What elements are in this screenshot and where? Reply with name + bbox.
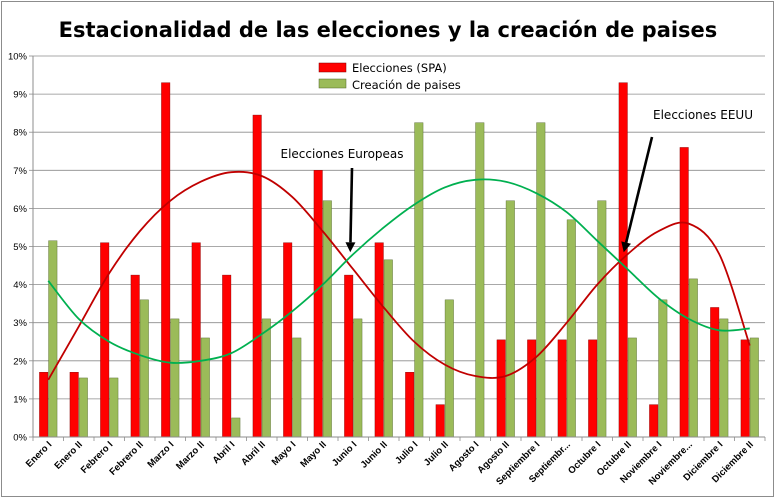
bar-creacion [353, 318, 363, 438]
annotation-arrow [624, 136, 654, 243]
legend: Elecciones (SPA) Creación de paises [318, 61, 461, 92]
bar-creacion [475, 122, 485, 438]
bar-elecciones [588, 339, 598, 438]
annotations: Elecciones Europeas Elecciones EEUU [280, 108, 753, 253]
bar-creacion [261, 318, 271, 438]
trendline-creacion [47, 178, 750, 364]
bar-creacion [536, 122, 546, 438]
bar-elecciones [527, 339, 537, 438]
bar-elecciones [496, 339, 506, 438]
legend-label-elecciones: Elecciones (SPA) [352, 61, 447, 75]
bar-elecciones [130, 274, 140, 438]
legend-swatch-creacion [318, 78, 347, 89]
bar-creacion [292, 337, 302, 438]
bar-creacion [414, 122, 424, 438]
bars [39, 82, 759, 438]
bar-creacion [78, 377, 88, 438]
bar-creacion [109, 377, 119, 438]
bar-elecciones [313, 170, 323, 438]
bar-elecciones [740, 339, 750, 438]
bar-creacion [383, 259, 393, 438]
y-tick-label: 9% [13, 90, 27, 101]
trendlines [47, 170, 751, 381]
bar-creacion [688, 278, 698, 438]
bar-creacion [627, 337, 637, 438]
bar-creacion [200, 337, 210, 438]
bar-elecciones [435, 404, 445, 438]
bar-elecciones [161, 82, 171, 438]
bar-creacion [658, 299, 668, 438]
y-tick-label: 6% [13, 204, 27, 215]
bar-elecciones [405, 372, 415, 438]
x-tick-label: Marzo I [145, 439, 176, 470]
bar-elecciones [344, 274, 354, 438]
y-tick-label: 8% [13, 128, 27, 139]
bar-creacion [719, 318, 729, 438]
bar-elecciones [39, 372, 49, 438]
bar-creacion [505, 200, 515, 438]
y-tick-label: 2% [13, 356, 27, 367]
x-tick-label: Abril I [211, 439, 238, 466]
x-tick-label: Abril II [239, 439, 268, 468]
y-tick-label: 5% [13, 242, 27, 253]
bar-creacion [597, 200, 607, 438]
x-tick-label: Mayo II [298, 439, 329, 470]
bar-elecciones [679, 147, 689, 438]
bar-creacion [566, 219, 576, 438]
annotation-elecciones-europeas: Elecciones Europeas [280, 147, 403, 161]
bar-creacion [231, 417, 241, 438]
y-tick-label: 7% [13, 166, 27, 177]
bar-creacion [170, 318, 180, 438]
y-tick-label: 10% [8, 52, 28, 63]
x-tick-label: Enero I [24, 439, 55, 470]
bar-elecciones [710, 307, 720, 438]
x-tick-label: Junio II [359, 439, 390, 470]
bar-creacion [139, 299, 149, 438]
y-tick-label: 4% [13, 280, 27, 291]
bar-creacion [749, 337, 759, 438]
chart-title: Estacionalidad de las elecciones y la cr… [59, 18, 718, 42]
bar-elecciones [374, 242, 384, 438]
x-tick-label: Marzo II [174, 439, 207, 472]
trendline-elecciones [47, 170, 751, 381]
annotation-elecciones-eeuu: Elecciones EEUU [653, 108, 753, 122]
bar-creacion [48, 240, 58, 438]
legend-label-creacion: Creación de paises [352, 78, 461, 92]
annotation-arrowhead [345, 242, 356, 253]
x-tick-label: Julio II [422, 439, 451, 468]
y-tick-label: 3% [13, 318, 27, 329]
y-tick-label: 0% [13, 433, 27, 444]
y-tick-label: 1% [13, 394, 27, 405]
bar-elecciones [252, 114, 262, 438]
x-tick-label: Julio I [393, 439, 420, 466]
bar-elecciones [69, 372, 79, 438]
bar-elecciones [649, 404, 659, 438]
bar-elecciones [557, 339, 567, 438]
x-tick-label: Junio I [330, 439, 359, 468]
x-tick-label: Mayo I [270, 439, 299, 468]
bar-elecciones [283, 242, 293, 438]
annotation-arrowhead [621, 241, 631, 253]
bar-elecciones [191, 242, 201, 438]
annotation-arrow [349, 167, 354, 243]
legend-swatch-elecciones [318, 62, 347, 73]
